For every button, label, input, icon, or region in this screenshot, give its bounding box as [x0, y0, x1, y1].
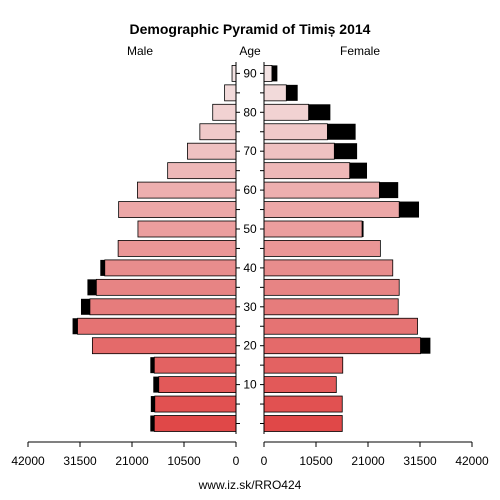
female-bar-55-59 [263, 201, 400, 218]
male-bar-30-34 [89, 298, 237, 316]
footer-source: www.iz.sk/RRO424 [198, 478, 302, 492]
male-excess-0-4 [150, 415, 155, 432]
age-tick-label: 60 [243, 183, 257, 197]
male-bar-15-19 [153, 356, 237, 374]
female-bar-50-54 [263, 220, 363, 238]
male-excess-40-44 [100, 259, 105, 276]
female-bar-15-19 [263, 356, 344, 374]
age-tick-label: 20 [243, 339, 257, 353]
female-bar-70-74 [263, 142, 335, 160]
age-tick-label: 10 [243, 378, 257, 392]
female-bar-65-69 [263, 162, 351, 180]
female-bar-45-49 [263, 240, 381, 257]
male-bar-50-54 [137, 220, 237, 238]
female-excess-20-24 [420, 337, 431, 354]
male-x-tick-label: 10500 [167, 454, 201, 468]
male-bar-40-44 [104, 259, 237, 277]
female-excess-70-74 [334, 143, 358, 160]
male-excess-35-39 [87, 279, 97, 296]
male-bar-65-69 [167, 162, 237, 180]
male-bar-70-74 [187, 142, 237, 160]
male-bar-25-29 [77, 317, 237, 335]
axes-layer: 10 20 30 40 50 60 70 80 90 42000 31500 21000 10500 0 0… [11, 62, 489, 468]
female-bar-35-39 [263, 278, 400, 296]
age-label: Age [239, 44, 261, 58]
female-bar-80-84 [263, 103, 309, 121]
male-bar-10-14 [158, 376, 237, 394]
female-bar-20-24 [263, 337, 421, 355]
male-bar-45-49 [117, 240, 237, 257]
age-tick-label: 30 [243, 300, 257, 314]
female-excess-85-89 [286, 84, 298, 101]
female-bar-30-34 [263, 298, 399, 316]
female-bar-85-89 [263, 84, 287, 102]
female-bar-60-64 [263, 181, 380, 199]
chart-title: Demographic Pyramid of Timiș 2014 [130, 21, 371, 37]
age-tick-label: 90 [243, 66, 257, 80]
male-x-tick-label: 31500 [63, 454, 97, 468]
age-tick-label: 50 [243, 222, 257, 236]
male-x-tick-label: 21000 [115, 454, 149, 468]
male-bar-60-64 [137, 181, 237, 199]
male-bar-75-79 [199, 123, 237, 141]
male-excess-5-9 [150, 396, 155, 413]
female-bar-0-4 [263, 415, 343, 432]
female-x-tick-label: 31500 [403, 454, 437, 468]
female-excess-55-59 [399, 201, 420, 218]
female-bar-25-29 [263, 317, 418, 335]
female-label: Female [340, 44, 380, 58]
male-bar-80-84 [212, 103, 237, 121]
male-label: Male [127, 44, 153, 58]
male-excess-30-34 [80, 298, 90, 315]
female-excess-50-54 [362, 221, 364, 237]
male-x-tick-label: 0 [233, 454, 240, 468]
female-bar-10-14 [263, 376, 337, 394]
male-bar-0-4 [153, 415, 237, 432]
bars-layer [72, 65, 431, 432]
female-bar-5-9 [263, 395, 343, 413]
age-tick-label: 80 [243, 105, 257, 119]
male-bar-55-59 [118, 201, 237, 218]
female-excess-90-94 [271, 65, 278, 82]
female-bar-40-44 [263, 259, 394, 277]
female-x-tick-label: 0 [261, 454, 268, 468]
age-tick-label: 40 [243, 261, 257, 275]
male-bar-85-89 [224, 84, 237, 102]
female-x-tick-label: 10500 [299, 454, 333, 468]
male-excess-25-29 [72, 318, 78, 335]
female-excess-60-64 [379, 182, 399, 199]
female-x-tick-label: 21000 [351, 454, 385, 468]
female-excess-80-84 [308, 104, 331, 121]
male-bar-5-9 [154, 395, 237, 413]
male-excess-10-14 [153, 376, 159, 393]
female-bar-90-94 [263, 65, 273, 82]
male-x-tick-label: 42000 [11, 454, 45, 468]
male-bar-20-24 [91, 337, 237, 355]
male-bar-35-39 [95, 278, 237, 296]
female-bar-75-79 [263, 123, 328, 141]
female-x-tick-label: 42000 [455, 454, 489, 468]
female-excess-75-79 [327, 123, 356, 140]
male-excess-15-19 [150, 357, 155, 374]
female-excess-65-69 [349, 162, 368, 179]
age-tick-label: 70 [243, 144, 257, 158]
male-bar-90-94 [231, 65, 237, 82]
